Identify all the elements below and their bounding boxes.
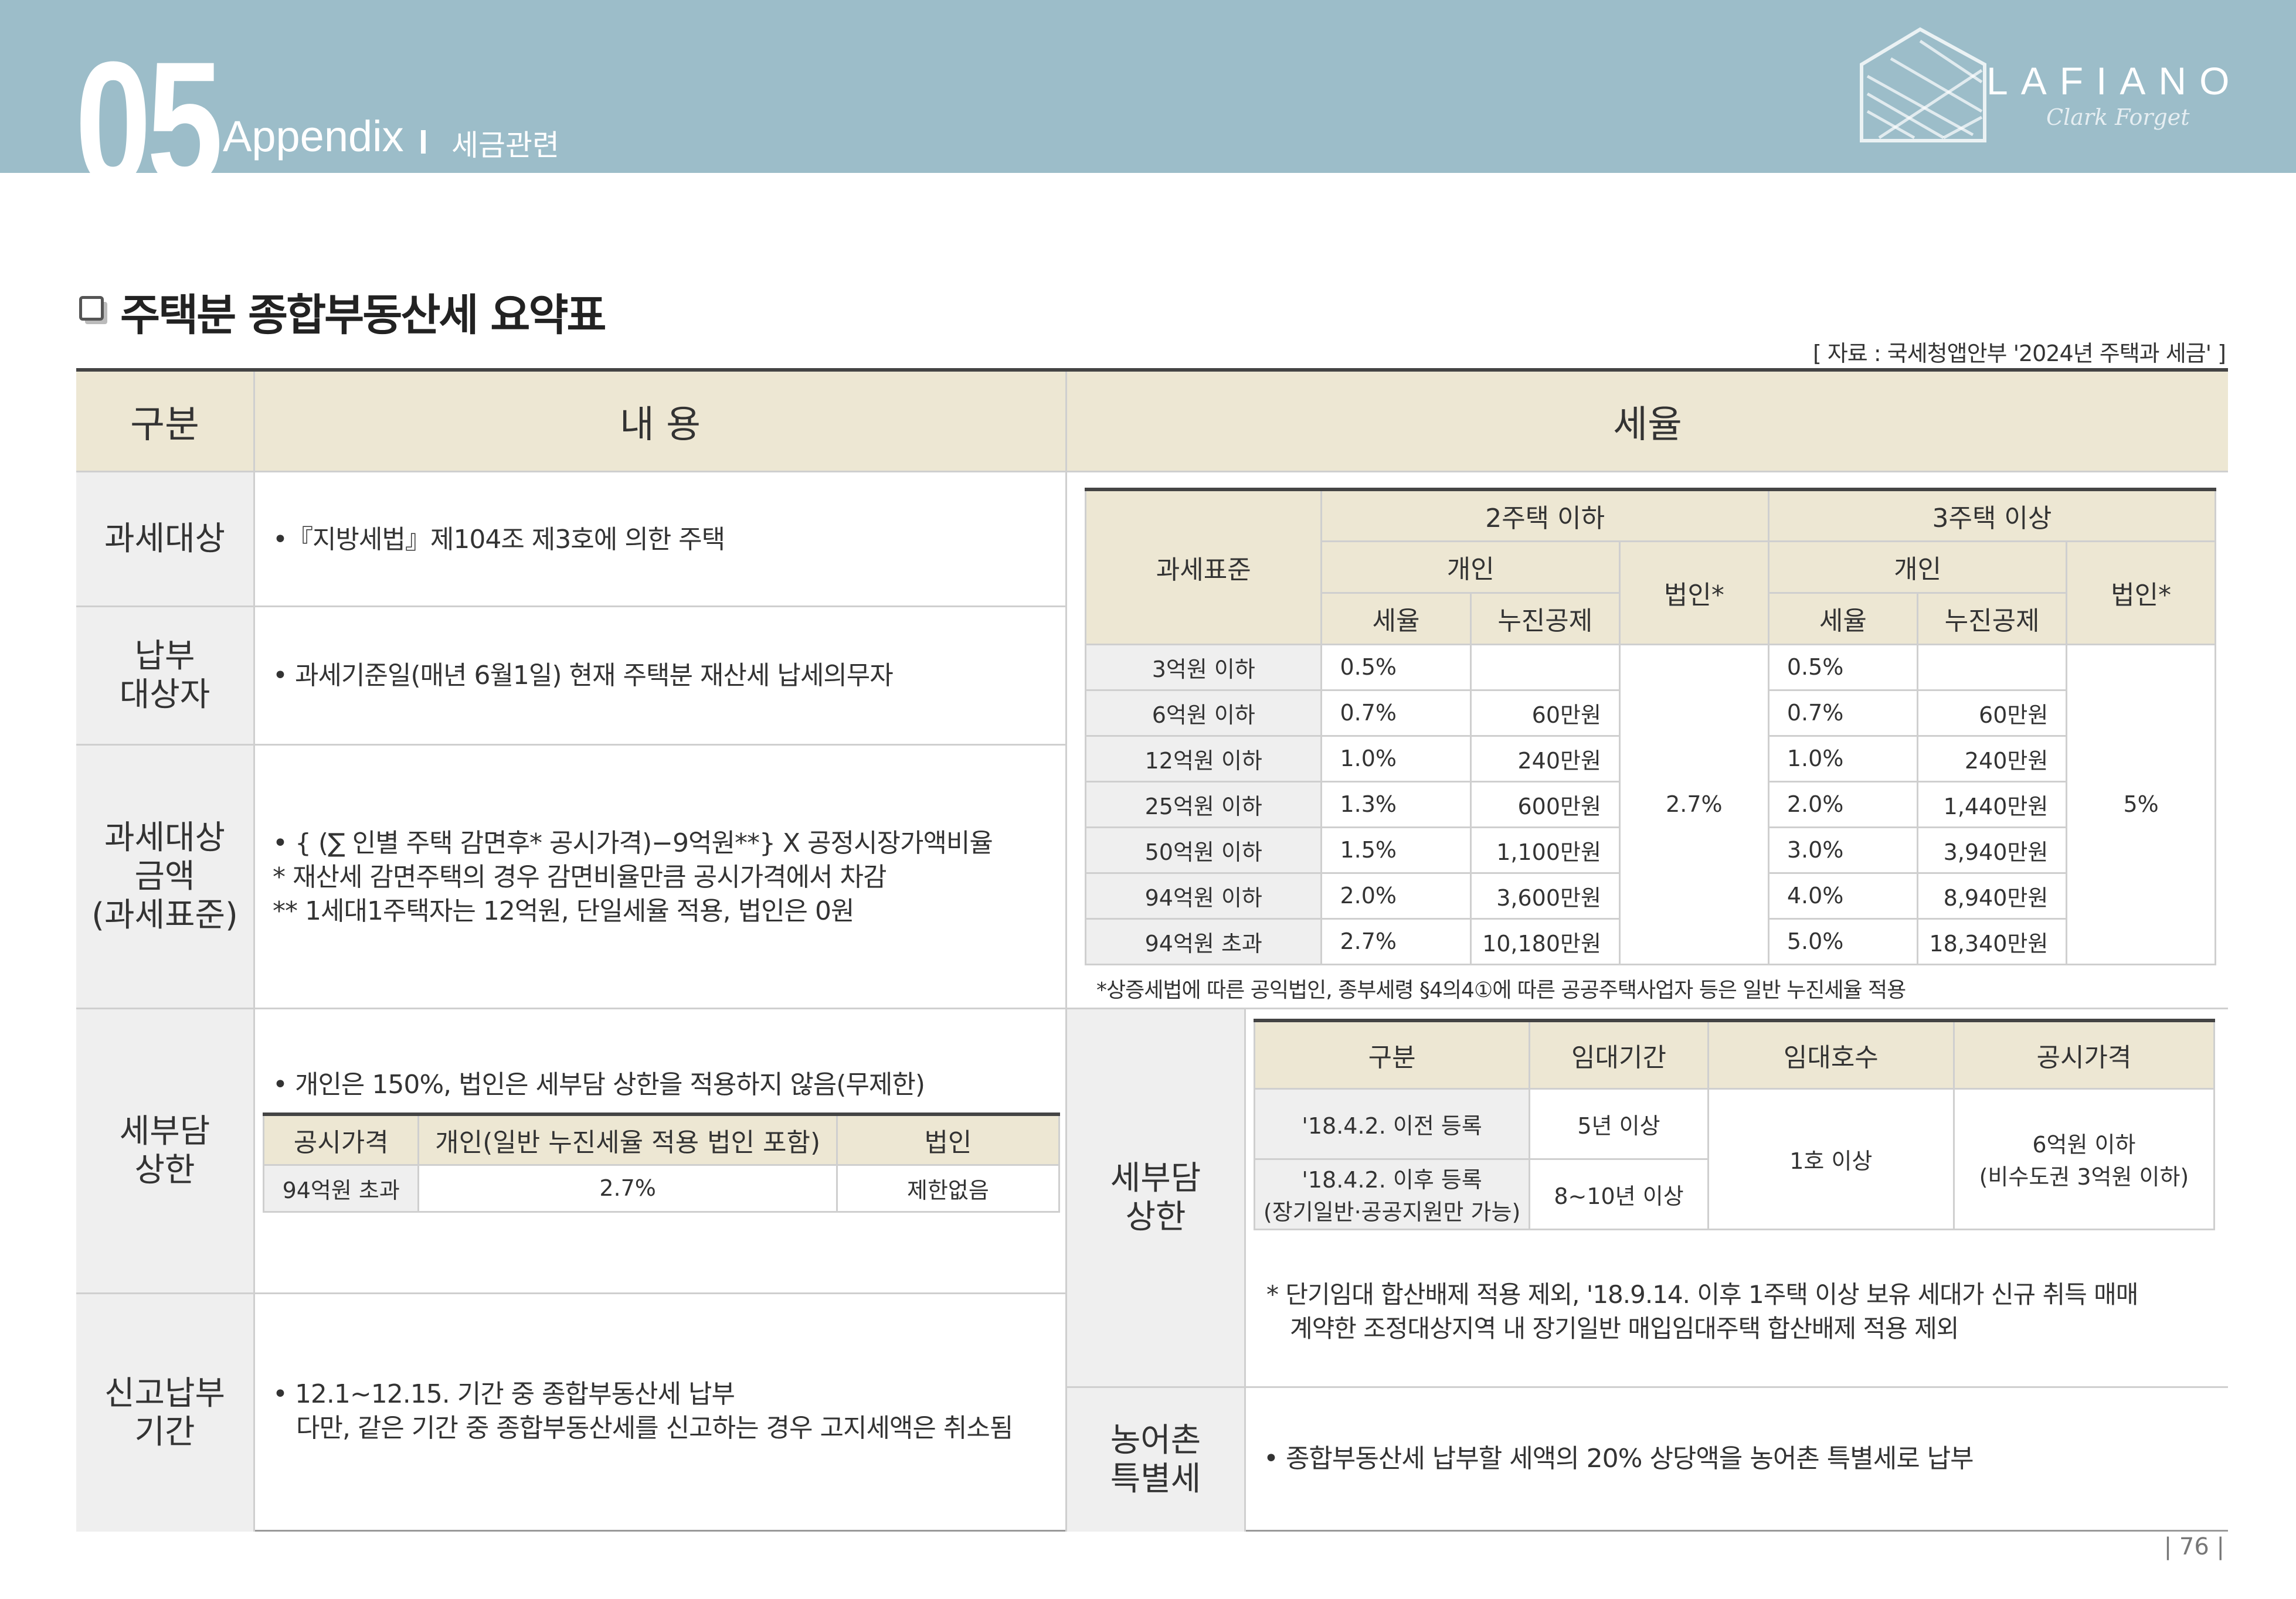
row-label-taxpayer: 납부 대상자 xyxy=(76,607,255,746)
cap-cell-corporate: 제한없음 xyxy=(835,1163,1061,1213)
rate-header-two-homes: 2주택 이하 xyxy=(1320,488,1769,542)
rate-header-corporate-2: 법인* xyxy=(1618,540,1769,645)
rental-units: 1호 이상 xyxy=(1707,1087,1955,1230)
rental-header-price: 공시가격 xyxy=(1952,1019,2216,1090)
checkbox-square-icon xyxy=(79,296,104,321)
row-content-cap: • 개인은 150%, 법인은 세부담 상한을 적용하지 않음(무제한) xyxy=(255,1009,1067,1294)
table-row: 12억원 이하 1.0% 240만원 1.0% 240만원 xyxy=(1084,734,2216,783)
rental-table: 구분 임대기간 임대호수 공시가격 '18.4.2. 이전 등록 5년 이상 1… xyxy=(1253,1019,2216,1230)
section-label: Appendix xyxy=(223,112,404,161)
table-row: 50억원 이하 1.5% 1,100만원 3.0% 3,940만원 xyxy=(1084,826,2216,874)
corporate-rate-two-homes: 2.7% xyxy=(1618,643,1769,965)
rate-header-corporate-3: 법인* xyxy=(2066,540,2216,645)
cap-table: 공시가격 개인(일반 누진세율 적용 법인 포함) 법인 94억원 초과 2.7… xyxy=(262,1113,1061,1213)
cap-header-corporate: 법인 xyxy=(835,1113,1061,1166)
table-row: 3억원 이하 0.5% 2.7% 0.5% 5% xyxy=(1084,643,2216,965)
right-label-cap: 세부담 상한 xyxy=(1067,1009,1246,1388)
row-label-tax-base: 과세대상 금액 (과세표준) xyxy=(76,746,255,1009)
rate-header-three-homes: 3주택 이상 xyxy=(1767,488,2217,542)
row-content-tax-object: •『지방세법』제104조 제3호에 의한 주택 xyxy=(255,472,1067,607)
row-label-tax-object: 과세대상 xyxy=(76,472,255,607)
header-band: 05 Appendix 세금관련 LAFIANO Clark Forget xyxy=(0,0,2296,211)
row-content-filing: • 12.1~12.15. 기간 중 종합부동산세 납부 다만, 같은 기간 중… xyxy=(255,1294,1067,1532)
page-number: | 76 | xyxy=(2163,1533,2224,1560)
header-divider xyxy=(421,130,426,154)
rental-type-after: '18.4.2. 이후 등록 (장기일반·공공지원만 가능) xyxy=(1253,1158,1531,1230)
header-content: 내 용 xyxy=(255,372,1067,472)
rate-table: 과세표준 2주택 이하 3주택 이상 개인 법인* 개인 법인* 세율 누진공제… xyxy=(1084,488,2217,965)
lafiano-logo-icon xyxy=(1860,27,1986,142)
header-category: 구분 xyxy=(76,372,255,472)
logo-text: LAFIANO xyxy=(1986,59,2243,103)
cap-header-price: 공시가격 xyxy=(262,1113,420,1166)
page-title: 주택분 종합부동산세 요약표 xyxy=(120,290,606,341)
cap-cell-price: 94억원 초과 xyxy=(262,1163,420,1213)
rate-header-deduction-2: 누진공제 xyxy=(1469,591,1621,645)
rental-header-type: 구분 xyxy=(1253,1019,1531,1090)
cap-header-individual: 개인(일반 누진세율 적용 법인 포함) xyxy=(417,1113,838,1166)
corporate-rate-three-homes: 5% xyxy=(2066,643,2216,965)
row-label-cap: 세부담 상한 xyxy=(76,1009,255,1294)
section-subtitle: 세금관련 xyxy=(451,128,559,162)
header-rate: 세율 xyxy=(1067,372,2228,472)
rate-header-individual-2: 개인 xyxy=(1320,540,1621,594)
row-label-filing: 신고납부 기간 xyxy=(76,1294,255,1532)
right-content-rural-tax: • 종합부동산세 납부할 세액의 20% 상당액을 농어촌 특별세로 납부 xyxy=(1264,1444,1974,1474)
table-row: 94억원 이하 2.0% 3,600만원 4.0% 8,940만원 xyxy=(1084,872,2216,920)
rate-header-deduction-3: 누진공제 xyxy=(1916,591,2068,645)
rental-header-period: 임대기간 xyxy=(1529,1019,1709,1090)
rental-price: 6억원 이하 (비수도권 3억원 이하) xyxy=(1952,1087,2216,1230)
rate-header-rate-3: 세율 xyxy=(1767,591,1918,645)
rental-header-units: 임대호수 xyxy=(1707,1019,1955,1090)
cap-cell-individual: 2.7% xyxy=(417,1163,838,1213)
section-number: 05 xyxy=(75,25,223,222)
rental-type-before: '18.4.2. 이전 등록 xyxy=(1253,1087,1531,1160)
right-cap-note: * 단기임대 합산배제 적용 제외, '18.9.14. 이후 1주택 이상 보… xyxy=(1266,1280,2138,1343)
rate-header-individual-3: 개인 xyxy=(1767,540,2068,594)
rate-header-base: 과세표준 xyxy=(1084,488,1323,645)
rate-header-rate-2: 세율 xyxy=(1320,591,1472,645)
source-note: [ 자료 : 국세청앱안부 '2024년 주택과 세금' ] xyxy=(1812,341,2226,366)
rental-period-after: 8~10년 이상 xyxy=(1529,1158,1709,1230)
row-content-tax-base: • { (∑ 인별 주택 감면후* 공시가격)−9억원**} X 공정시장가액비… xyxy=(255,746,1067,1009)
row-content-taxpayer: • 과세기준일(매년 6월1일) 현재 주택분 재산세 납세의무자 xyxy=(255,607,1067,746)
logo-signature: Clark Forget xyxy=(2046,104,2190,130)
right-content-cap xyxy=(1246,1009,2228,1388)
rental-period-before: 5년 이상 xyxy=(1529,1087,1709,1160)
rate-table-note: *상증세법에 따른 공익법인, 종부세령 §4의4①에 따른 공공주택사업자 등… xyxy=(1096,978,1906,1002)
table-row: 6억원 이하 0.7% 60만원 0.7% 60만원 xyxy=(1084,689,2216,737)
table-row: 94억원 초과 2.7% 10,180만원 5.0% 18,340만원 xyxy=(1084,917,2216,965)
table-row: 25억원 이하 1.3% 600만원 2.0% 1,440만원 xyxy=(1084,780,2216,828)
right-label-rural-tax: 농어촌 특별세 xyxy=(1067,1388,1246,1532)
rate-section xyxy=(1067,472,2228,1009)
